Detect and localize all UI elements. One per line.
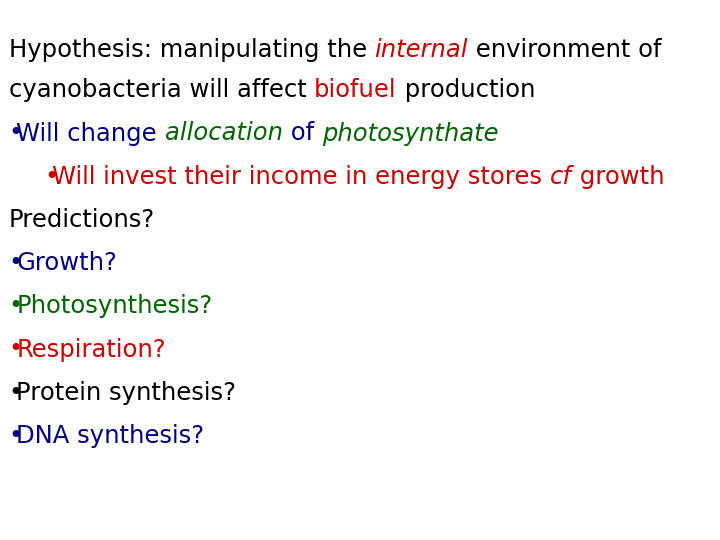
- Text: cyanobacteria will affect: cyanobacteria will affect: [9, 78, 314, 102]
- Text: cf: cf: [550, 165, 572, 188]
- Text: •: •: [45, 165, 59, 188]
- Text: Predictions?: Predictions?: [9, 208, 155, 232]
- Text: internal: internal: [374, 38, 468, 62]
- Text: production: production: [397, 78, 535, 102]
- Text: Hypothesis: manipulating the: Hypothesis: manipulating the: [9, 38, 374, 62]
- Text: Growth?: Growth?: [17, 251, 117, 275]
- Text: Respiration?: Respiration?: [17, 338, 166, 361]
- Text: environment of: environment of: [468, 38, 662, 62]
- Text: growth: growth: [572, 165, 665, 188]
- Text: Protein synthesis?: Protein synthesis?: [17, 381, 236, 404]
- Text: allocation: allocation: [165, 122, 283, 145]
- Text: •: •: [9, 338, 23, 361]
- Text: •: •: [9, 424, 23, 448]
- Text: DNA synthesis?: DNA synthesis?: [17, 424, 204, 448]
- Text: Will invest their income in energy stores: Will invest their income in energy store…: [53, 165, 550, 188]
- Text: •: •: [9, 122, 23, 145]
- Text: Will change: Will change: [17, 122, 165, 145]
- Text: •: •: [9, 294, 23, 318]
- Text: •: •: [9, 251, 23, 275]
- Text: Photosynthesis?: Photosynthesis?: [17, 294, 212, 318]
- Text: photosynthate: photosynthate: [322, 122, 498, 145]
- Text: •: •: [9, 381, 23, 404]
- Text: of: of: [283, 122, 322, 145]
- Text: biofuel: biofuel: [314, 78, 397, 102]
